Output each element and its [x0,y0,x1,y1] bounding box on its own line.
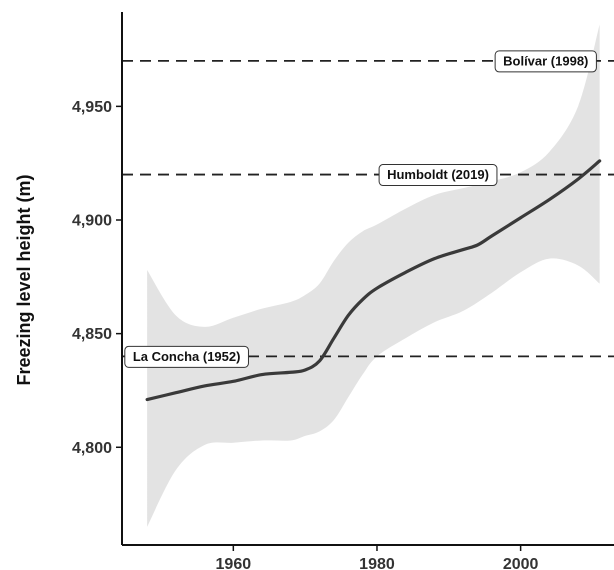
x-tick-label: 2000 [503,556,539,570]
y-tick-label: 4,950 [72,99,112,116]
reference-label: Humboldt (2019) [387,167,489,182]
confidence-band [147,24,600,527]
y-tick-label: 4,900 [72,213,112,230]
reference-label: La Concha (1952) [133,349,241,364]
y-axis-title: Freezing level height (m) [14,174,34,385]
reference-label-box [124,345,249,368]
reference-label-box [378,164,498,187]
confidence-band-layer [147,24,600,527]
x-tick-label: 1980 [359,556,395,570]
reference-label-box [494,50,597,73]
series-line-smooth [145,159,602,402]
reference-label: Bolívar (1998) [503,53,588,68]
y-tick-label: 4,800 [72,440,112,457]
x-tick-label: 1960 [216,556,252,570]
series-layer [145,159,602,402]
y-axis-ticks: 4,800 4,850 4,900 4,950 [72,99,122,457]
x-axis-ticks: 1960 1980 2000 [216,545,539,570]
y-tick-label: 4,850 [72,326,112,343]
reference-lines: Bolívar (1998) Humboldt (2019) La Concha (… [122,50,614,368]
